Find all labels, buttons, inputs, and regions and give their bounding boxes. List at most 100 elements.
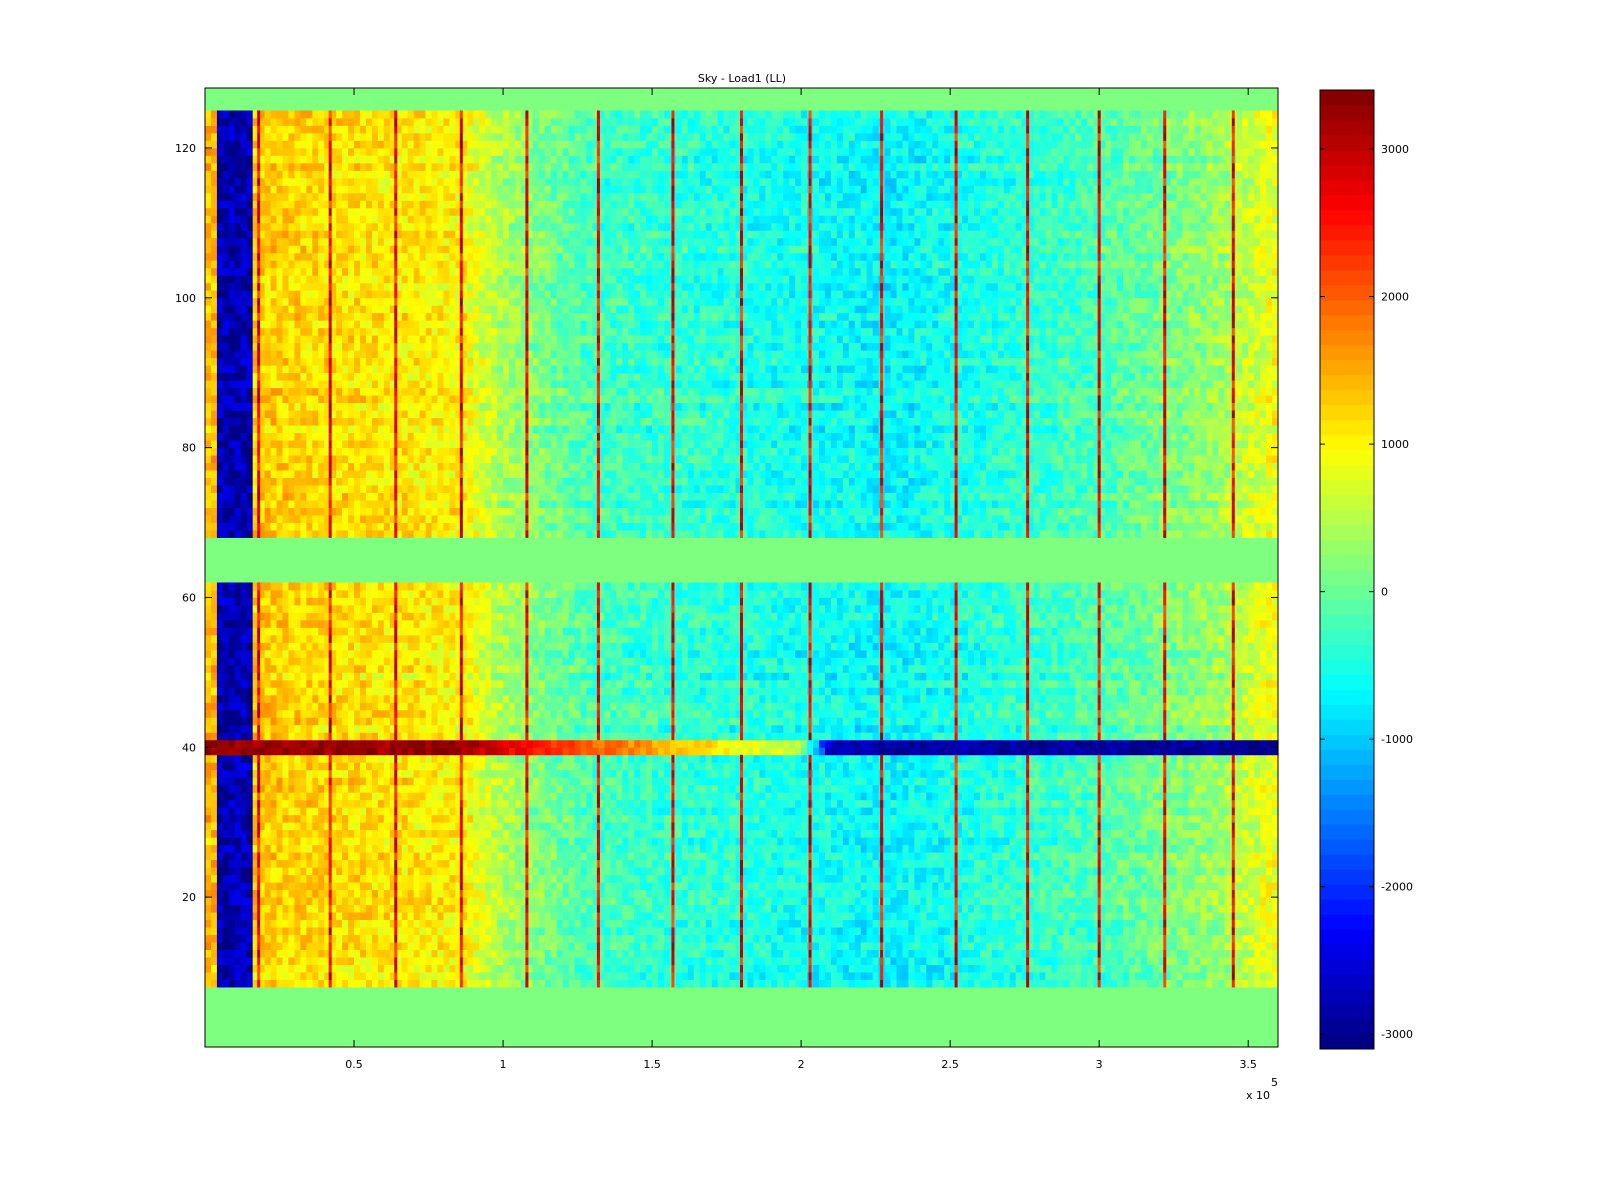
heatmap-cell xyxy=(562,807,570,816)
heatmap-cell xyxy=(306,837,313,846)
heatmap-cell xyxy=(556,942,564,950)
heatmap-cell xyxy=(359,867,367,876)
heatmap-cell xyxy=(443,777,450,786)
heatmap-cell xyxy=(759,942,766,950)
heatmap-cell xyxy=(252,777,260,786)
heatmap-cell xyxy=(598,882,605,891)
heatmap-cell xyxy=(1009,844,1017,853)
heatmap-cell xyxy=(884,957,892,965)
heatmap-cell xyxy=(717,829,725,838)
heatmap-cell xyxy=(950,844,957,853)
heatmap-cell xyxy=(383,882,391,891)
heatmap-cell xyxy=(908,784,915,793)
heatmap-cell xyxy=(1194,889,1202,898)
heatmap-cell xyxy=(300,897,307,906)
heatmap-cell xyxy=(455,889,462,898)
heatmap-cell xyxy=(783,792,790,801)
heatmap-cell xyxy=(854,822,862,831)
heatmap-cell xyxy=(407,867,415,876)
heatmap-cell xyxy=(1140,852,1148,861)
heatmap-cell xyxy=(503,822,510,831)
heatmap-cell xyxy=(574,942,582,950)
heatmap-cell xyxy=(801,957,808,965)
heatmap-cell xyxy=(574,799,582,808)
heatmap-cell xyxy=(789,927,796,936)
heatmap-cell xyxy=(705,889,713,898)
heatmap-cell xyxy=(1099,807,1106,816)
heatmap-cell xyxy=(801,859,808,868)
heatmap-cell xyxy=(777,844,784,853)
heatmap-cell xyxy=(687,927,695,936)
heatmap-cell xyxy=(1218,799,1225,808)
heatmap-cell xyxy=(401,792,409,801)
heatmap-cell xyxy=(962,792,969,801)
heatmap-cell xyxy=(836,942,844,950)
heatmap-cell xyxy=(944,972,951,980)
heatmap-cell xyxy=(1200,807,1208,816)
heatmap-cell xyxy=(628,889,635,898)
heatmap-cell xyxy=(1170,807,1178,816)
heatmap-cell xyxy=(675,844,683,853)
heatmap-cell xyxy=(318,912,325,921)
heatmap-cell xyxy=(1105,844,1112,853)
heatmap-cell xyxy=(532,882,540,891)
heatmap-cell xyxy=(991,822,999,831)
heatmap-cell xyxy=(395,867,403,876)
heatmap-cell xyxy=(586,957,594,965)
heatmap-cell xyxy=(693,777,701,786)
heatmap-cell xyxy=(389,964,397,973)
heatmap-cell xyxy=(1099,927,1106,936)
heatmap-cell xyxy=(1194,957,1202,965)
heatmap-cell xyxy=(395,859,403,868)
heatmap-cell xyxy=(550,852,558,861)
heatmap-cell xyxy=(556,964,564,973)
heatmap-cell xyxy=(795,919,802,928)
heatmap-cell xyxy=(294,949,301,958)
heatmap-cell xyxy=(425,844,433,853)
heatmap-cell xyxy=(890,814,898,823)
heatmap-cell xyxy=(1057,792,1064,801)
heatmap-cell xyxy=(365,844,373,853)
heatmap-cell xyxy=(1093,822,1100,831)
heatmap-cell xyxy=(371,777,379,786)
heatmap-cell xyxy=(1224,844,1231,853)
heatmap-cell xyxy=(485,927,492,936)
heatmap-cell xyxy=(795,882,802,891)
heatmap-cell xyxy=(288,889,296,898)
heatmap-cell xyxy=(497,934,504,943)
heatmap-cell xyxy=(848,882,856,891)
heatmap-cell xyxy=(777,912,784,921)
heatmap-cell xyxy=(532,844,540,853)
heatmap-cell xyxy=(359,904,367,913)
heatmap-cell xyxy=(401,972,409,980)
heatmap-cell xyxy=(1009,904,1017,913)
heatmap-cell xyxy=(777,822,784,831)
heatmap-cell xyxy=(264,837,272,846)
heatmap-cell xyxy=(216,859,224,868)
heatmap-cell xyxy=(962,874,969,883)
heatmap-cell xyxy=(699,852,707,861)
heatmap-cell xyxy=(342,904,349,913)
heatmap-cell xyxy=(741,979,749,988)
heatmap-cell xyxy=(717,957,725,965)
heatmap-cell xyxy=(1212,874,1219,883)
heatmap-cell xyxy=(443,912,450,921)
heatmap-cell xyxy=(1128,942,1136,950)
heatmap-cell xyxy=(830,957,838,965)
heatmap-cell xyxy=(1134,972,1142,980)
heatmap-cell xyxy=(1212,784,1219,793)
heatmap-cell xyxy=(681,964,689,973)
heatmap-cell xyxy=(735,897,743,906)
heatmap-cell xyxy=(824,889,832,898)
heatmap-cell xyxy=(306,912,313,921)
heatmap-cell xyxy=(658,972,665,980)
heatmap-cell xyxy=(497,837,504,846)
heatmap-cell xyxy=(1015,814,1023,823)
heatmap-cell xyxy=(652,942,659,950)
heatmap-cell xyxy=(920,957,927,965)
heatmap-cell xyxy=(1081,949,1088,958)
heatmap-cell xyxy=(866,897,874,906)
heatmap-cell xyxy=(1182,807,1190,816)
heatmap-cell xyxy=(759,777,766,786)
heatmap-cell xyxy=(598,822,605,831)
